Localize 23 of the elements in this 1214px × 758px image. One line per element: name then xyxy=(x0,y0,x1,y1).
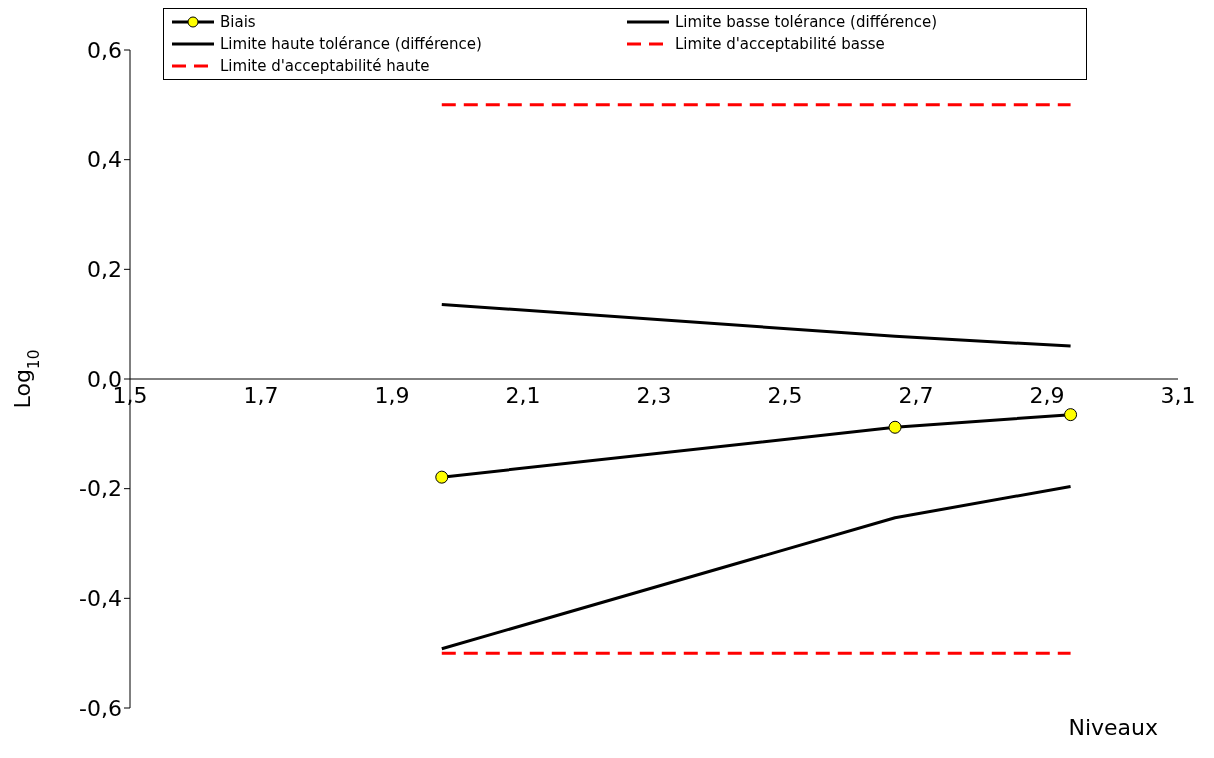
x-tick-label: 1,9 xyxy=(374,382,410,408)
legend-label: Limite d'acceptabilité basse xyxy=(675,35,885,53)
y-tick-label: 0,6 xyxy=(87,37,122,63)
point xyxy=(435,470,449,484)
y-tick-label: 0,4 xyxy=(87,147,122,173)
x-axis-title: Niveaux xyxy=(1068,715,1158,740)
point xyxy=(888,420,902,434)
x-tick-label: 2,3 xyxy=(636,382,672,408)
x-tick-label: 2,1 xyxy=(505,382,541,408)
legend-label: Biais xyxy=(220,13,256,31)
y-tick-label: -0,6 xyxy=(79,695,122,721)
x-tick-label: 2,5 xyxy=(767,382,803,408)
legend-label: Limite haute tolérance (différence) xyxy=(220,35,482,53)
y-tick-label: -0,2 xyxy=(79,476,122,502)
y-tick-label: 0,2 xyxy=(87,257,122,283)
x-tick-label: 2,7 xyxy=(898,382,934,408)
legend-label: Limite d'acceptabilité haute xyxy=(220,57,430,75)
x-tick-label: 1,7 xyxy=(243,382,279,408)
y-tick-label: -0,4 xyxy=(79,586,122,612)
legend-label: Limite basse tolérance (différence) xyxy=(675,13,938,31)
x-tick-label: 2,9 xyxy=(1029,382,1065,408)
point xyxy=(1064,408,1078,422)
x-tick-label: 3,1 xyxy=(1160,382,1196,408)
